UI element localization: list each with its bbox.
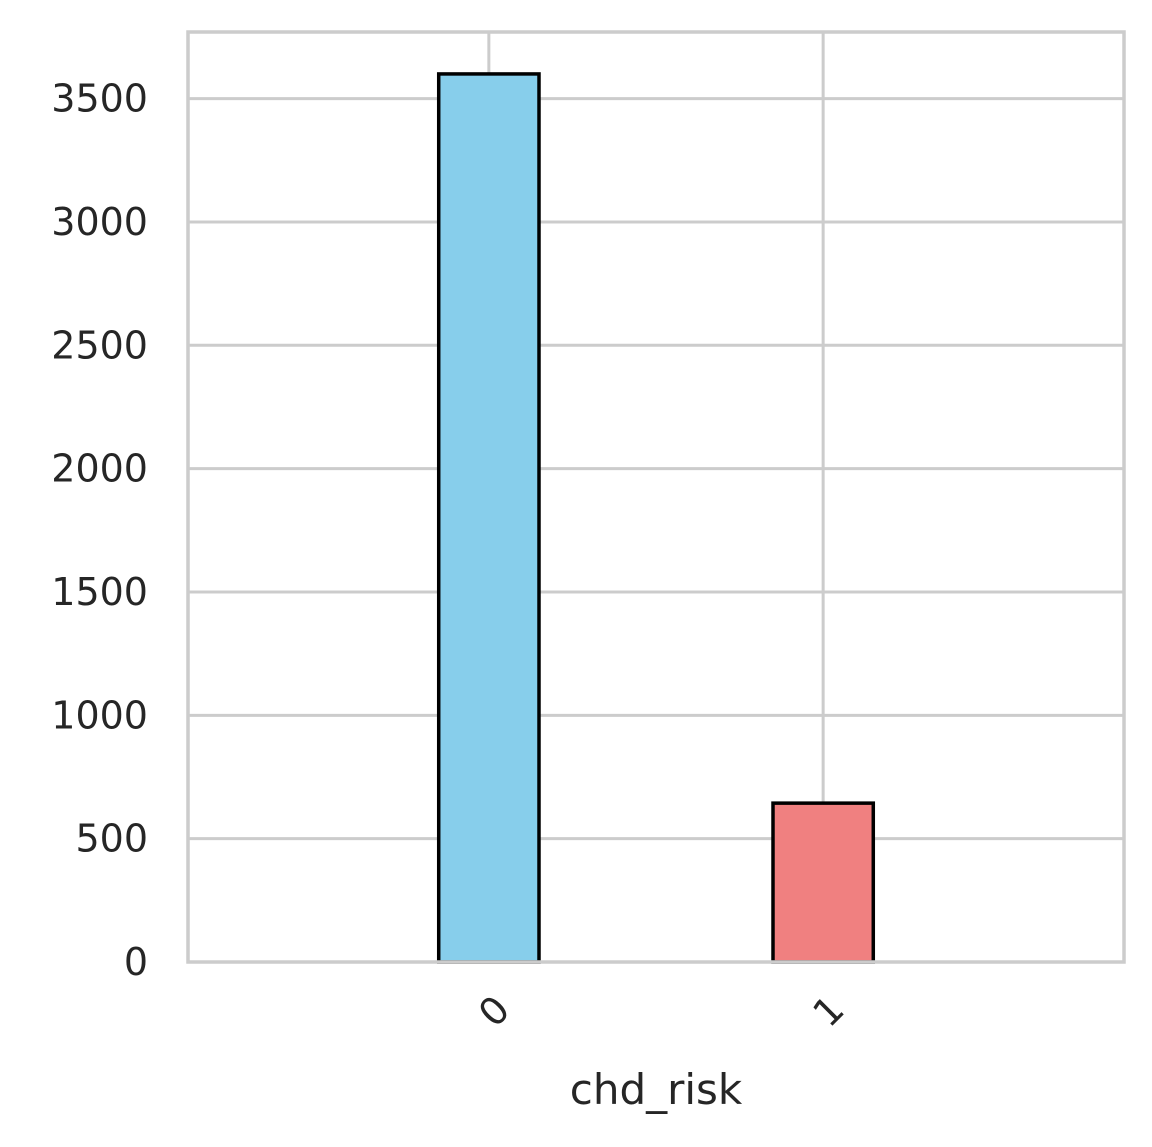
plot-frame bbox=[186, 30, 1126, 964]
bar-0 bbox=[436, 72, 541, 964]
x-axis-label: chd_risk bbox=[570, 1065, 743, 1114]
y-tick-label: 500 bbox=[75, 817, 148, 861]
y-tick-label: 2500 bbox=[51, 323, 148, 367]
bar-1 bbox=[771, 801, 876, 964]
y-tick-label: 1500 bbox=[51, 570, 148, 614]
y-tick-label: 2000 bbox=[51, 447, 148, 491]
y-tick-label: 1000 bbox=[51, 693, 148, 737]
y-tick-label: 0 bbox=[124, 940, 148, 984]
y-tick-labels: 0 500 1000 1500 2000 2500 3000 3500 bbox=[51, 77, 148, 984]
y-tick-label: 3500 bbox=[51, 77, 148, 121]
bars bbox=[436, 72, 876, 964]
y-tick-label: 3000 bbox=[51, 200, 148, 244]
